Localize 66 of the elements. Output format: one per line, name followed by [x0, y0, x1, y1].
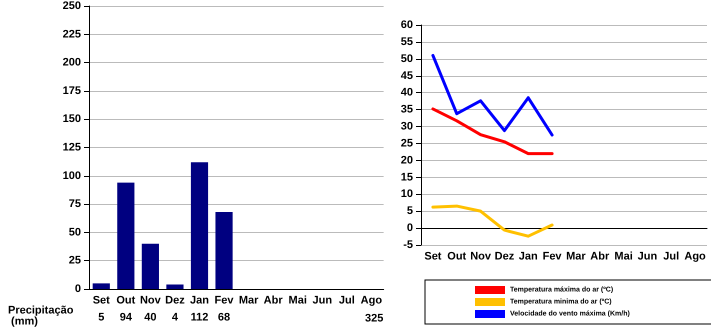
data-label: 68 — [218, 312, 230, 324]
y-tick-label: 25 — [400, 137, 413, 150]
data-label: 94 — [120, 312, 133, 324]
x-tick-label: Set — [424, 250, 442, 262]
line-series — [431, 107, 554, 156]
x-tick-label: Dez — [165, 294, 186, 306]
x-tick-label: Nov — [140, 294, 162, 306]
y-tick-label: 20 — [400, 154, 413, 166]
data-label: 5 — [98, 312, 104, 324]
data-label: 4 — [172, 312, 179, 324]
bar — [190, 162, 208, 289]
bar — [117, 182, 134, 289]
y-tick-label: 5 — [406, 205, 413, 218]
y-tick-label: 0 — [406, 222, 413, 234]
y-tick-label: 40 — [400, 86, 413, 99]
y-tick-label: 150 — [62, 113, 81, 126]
x-tick-label: Out — [116, 294, 136, 306]
y-tick-label: 175 — [62, 84, 81, 97]
bar — [215, 212, 233, 289]
x-tick-label: Ago — [684, 250, 706, 262]
x-tick-label: Out — [447, 250, 467, 262]
y-tick-label: 25 — [68, 254, 81, 267]
x-tick-label: Jan — [518, 250, 538, 262]
x-tick-label: Dez — [494, 250, 515, 262]
y-tick-label: 200 — [62, 56, 81, 69]
y-tick-label: 10 — [400, 188, 413, 200]
x-tick-label: Jul — [338, 294, 355, 306]
text: 325 — [365, 312, 384, 324]
bar — [142, 244, 159, 289]
y-tick-label: 45 — [400, 70, 413, 82]
data-label: 112 — [190, 312, 208, 324]
y-tick-label: 55 — [400, 36, 413, 48]
y-tick-label: 50 — [68, 226, 81, 238]
x-tick-label: Mar — [238, 294, 260, 306]
y-tick-label: 60 — [400, 19, 413, 31]
y-tick-label: 50 — [400, 52, 413, 65]
y-tick-label: -5 — [403, 239, 413, 251]
x-tick-label: Abr — [590, 250, 610, 262]
y-tick-label: 15 — [400, 171, 413, 184]
x-tick-label: Jun — [638, 250, 658, 262]
x-tick-label: Ago — [360, 294, 382, 306]
y-tick-label: 75 — [68, 198, 81, 210]
x-tick-label: Jul — [663, 250, 680, 262]
line-series — [431, 204, 554, 238]
bar — [166, 284, 184, 289]
y-tick-label: 100 — [62, 170, 81, 182]
y-tick-label: 30 — [400, 120, 413, 133]
data-label: 40 — [144, 312, 157, 324]
x-tick-label: Fev — [542, 250, 562, 262]
x-tick-label: Nov — [470, 250, 492, 262]
x-tick-label: Abr — [264, 294, 284, 306]
bar — [92, 283, 110, 289]
y-tick-label: 225 — [62, 28, 81, 40]
y-tick-label: 35 — [400, 104, 413, 116]
y-tick-label: 0 — [74, 283, 81, 295]
text: Precipitação (mm) — [8, 304, 74, 328]
line-series — [431, 54, 554, 136]
y-tick-label: 250 — [62, 0, 81, 12]
x-tick-label: Jan — [190, 294, 210, 306]
x-tick-label: Set — [92, 294, 110, 306]
x-tick-label: Fev — [214, 294, 234, 306]
x-tick-label: Jun — [312, 294, 332, 306]
x-tick-label: Mai — [614, 250, 633, 262]
y-tick-label: 125 — [62, 142, 81, 154]
x-tick-label: Mar — [566, 250, 586, 262]
x-tick-label: Mai — [288, 294, 307, 306]
